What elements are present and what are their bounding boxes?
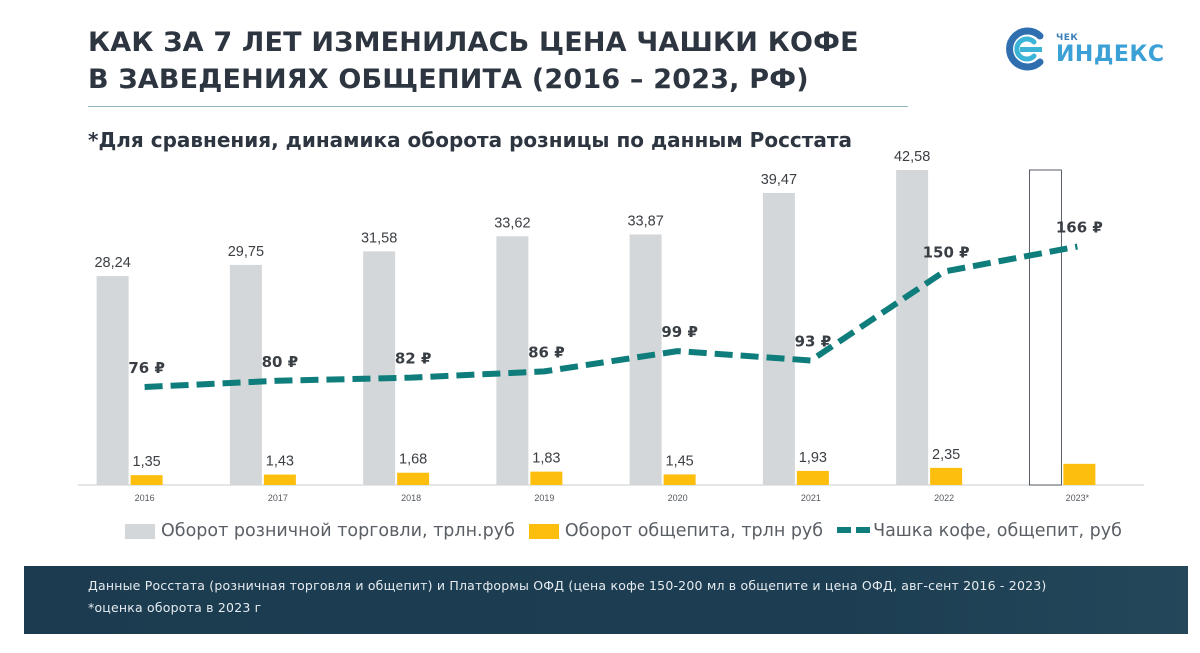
catering-bar-6 (930, 467, 963, 485)
retail-bar-1 (229, 264, 262, 485)
x-tick-label-5: 2021 (801, 493, 821, 503)
retail-value-label-4: 33,87 (627, 213, 663, 229)
retail-value-label-1: 29,75 (228, 244, 264, 260)
x-tick-label-2: 2018 (401, 493, 421, 503)
catering-value-label-0: 1,35 (133, 454, 161, 470)
legend-label-catering: Оборот общепита, трлн руб (564, 521, 824, 541)
footer-source-note: Данные Росстата (розничная торговля и об… (88, 578, 1047, 593)
catering-bar-5 (796, 470, 829, 485)
coffee-price-label-3: 86 ₽ (528, 343, 565, 361)
chek-index-logo: ЧЕК ИНДЕКС (1000, 26, 1164, 72)
footer-estimate-note: *оценка оборота в 2023 г (88, 600, 262, 615)
retail-value-label-6: 42,58 (894, 149, 930, 165)
legend-item-retail: Оборот розничной торговли, трлн.руб (125, 521, 515, 541)
catering-value-label-5: 1,93 (799, 450, 827, 466)
retail-bar-5 (762, 193, 795, 486)
catering-value-label-2: 1,68 (399, 452, 427, 468)
logo-text-big: ИНДЕКС (1056, 42, 1165, 67)
title-line-1: КАК ЗА 7 ЛЕТ ИЗМЕНИЛАСЬ ЦЕНА ЧАШКИ КОФЕ (88, 27, 859, 58)
catering-value-label-6: 2,35 (932, 447, 960, 463)
retail-value-label-0: 28,24 (94, 255, 130, 271)
catering-value-label-4: 1,45 (666, 453, 694, 469)
coffee-price-label-4: 99 ₽ (661, 323, 698, 341)
coffee-price-label-1: 80 ₽ (262, 353, 299, 371)
coffee-price-label-7: 166 ₽ (1056, 219, 1103, 237)
catering-bar-0 (130, 475, 163, 485)
legend-swatch-catering (528, 523, 559, 539)
title-line-2: В ЗАВЕДЕНИЯХ ОБЩЕПИТА (2016 – 2023, РФ) (88, 64, 809, 95)
x-tick-label-6: 2022 (934, 493, 954, 503)
retail-bar-7 (1028, 169, 1062, 486)
legend-swatch-retail (125, 523, 155, 539)
coffee-price-label-6: 150 ₽ (923, 244, 970, 262)
legend-swatch-coffee (837, 527, 873, 535)
x-tick-label-3: 2019 (534, 493, 554, 503)
source-footer: Данные Росстата (розничная торговля и об… (24, 566, 1188, 634)
catering-bar-2 (397, 472, 430, 485)
legend-item-coffee: Чашка кофе, общепит, руб (837, 521, 1122, 541)
retail-bar-6 (896, 170, 929, 485)
coffee-price-label-5: 93 ₽ (795, 332, 832, 350)
logo-mark-icon (1006, 27, 1044, 71)
x-tick-label-0: 2016 (135, 493, 155, 503)
legend-label-coffee: Чашка кофе, общепит, руб (873, 521, 1122, 541)
catering-value-label-1: 1,43 (266, 454, 294, 470)
title-divider (88, 106, 908, 107)
catering-bar-1 (263, 474, 296, 485)
chart-area: 28,24 1,35 2016 29,75 1,43 2017 31,58 1,68 2018 3… (78, 149, 1144, 503)
chart-subtitle: *Для сравнения, динамика оборота розницы… (88, 128, 852, 152)
catering-value-label-3: 1,83 (532, 451, 560, 467)
retail-value-label-5: 39,47 (761, 172, 797, 188)
retail-bar-3 (496, 236, 529, 485)
page-title: КАК ЗА 7 ЛЕТ ИЗМЕНИЛАСЬ ЦЕНА ЧАШКИ КОФЕ … (88, 24, 859, 98)
retail-bar-0 (96, 276, 129, 485)
retail-value-label-3: 33,62 (494, 215, 530, 231)
coffee-price-label-2: 82 ₽ (395, 350, 432, 368)
x-tick-label-4: 2020 (668, 493, 688, 503)
legend-label-retail: Оборот розничной торговли, трлн.руб (161, 521, 515, 541)
coffee-price-label-0: 76 ₽ (128, 359, 165, 377)
x-tick-label-7: 2023* (1066, 493, 1090, 503)
retail-bar-4 (629, 234, 662, 485)
catering-bar-3 (530, 471, 563, 485)
x-tick-label-1: 2017 (268, 493, 288, 503)
catering-bar-4 (663, 474, 696, 485)
retail-value-label-2: 31,58 (361, 230, 397, 246)
chart-legend: Оборот розничной торговли, трлн.руб Обор… (125, 518, 1136, 544)
catering-bar-7 (1063, 463, 1096, 485)
legend-item-catering: Оборот общепита, трлн руб (528, 521, 824, 541)
retail-bar-2 (363, 251, 396, 485)
logo-text-small: ЧЕК (1056, 33, 1079, 43)
